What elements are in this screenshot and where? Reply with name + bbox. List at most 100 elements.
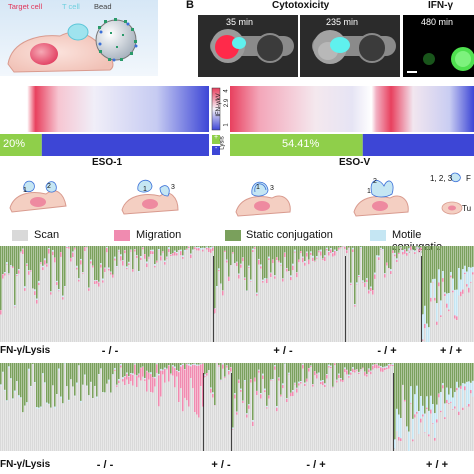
row1-bar-0-3-seg-1: [6, 262, 8, 264]
row1-bar-0-33-seg-1: [66, 246, 68, 247]
row2-bar-0-76-seg-2: [152, 377, 154, 393]
row2-bar-2-78-seg-0: [388, 363, 390, 364]
row1-bar-1-4-seg-0: [222, 246, 224, 291]
row1-bar-0-18-seg-0: [36, 246, 38, 299]
row1-bar-2-24-seg-0: [394, 246, 396, 253]
row2-bar-1-5-seg-0: [214, 363, 216, 406]
row2-bar-0-84-seg-0: [168, 363, 170, 366]
row1-bar-1-59-seg-0: [332, 246, 334, 252]
schematic-side-text: 1, 2, 3: [430, 174, 453, 183]
row1-bar-3-25-seg-2: [472, 272, 474, 275]
row1-bar-1-65-seg-1: [344, 246, 346, 247]
row2-bar-3-24-seg-0: [442, 363, 444, 384]
row2-bar-0-100-seg-2: [200, 364, 202, 387]
row2-bar-0-65-seg-0: [130, 363, 132, 374]
row2-bar-1-5-seg-3: [214, 406, 216, 451]
colorbar-tick-1: 1: [223, 123, 230, 127]
row2-bar-0-5-seg-1: [10, 378, 12, 380]
row1-bar-3-16-seg-2: [454, 315, 456, 319]
row1-bar-1-46-seg-3: [306, 256, 308, 342]
row1-bar-2-20-seg-3: [386, 265, 388, 342]
row2-bar-2-59-seg-0: [350, 363, 352, 372]
row2-bar-0-59-seg-0: [118, 363, 120, 380]
row2-bar-2-62-seg-2: [356, 369, 358, 371]
row1-bar-0-56-seg-0: [112, 246, 114, 275]
row2-bar-0-73-seg-3: [146, 391, 148, 451]
row1-bar-0-66-seg-2: [132, 269, 134, 272]
row1-bar-1-28-seg-3: [270, 277, 272, 342]
row2-bar-0-93-seg-2: [186, 364, 188, 401]
row2-bar-3-30-seg-2: [454, 406, 456, 409]
row1-bar-1-62-seg-3: [338, 249, 340, 342]
row1-bar-0-74-seg-3: [148, 258, 150, 342]
row1-bar-2-30-seg-3: [406, 255, 408, 342]
row2-bar-2-3-seg-1: [238, 379, 240, 381]
row2-bar-2-13-seg-2: [258, 370, 260, 373]
row1-bar-3-22-seg-2: [466, 284, 468, 287]
row1-bar-3-24-seg-2: [470, 281, 472, 283]
row2-bar-2-76-seg-2: [384, 367, 386, 371]
row1-bar-3-12-seg-1: [446, 293, 448, 304]
row2-bar-0-90-seg-3: [180, 388, 182, 451]
row1-bar-1-47-seg-0: [308, 246, 310, 260]
row1-bar-1-25-seg-1: [264, 278, 266, 280]
row1-bar-1-43-seg-3: [300, 253, 302, 342]
row2-bar-2-52-seg-2: [336, 380, 338, 383]
row2-bar-2-30-seg-2: [292, 391, 294, 396]
row2-bar-2-40-seg-3: [312, 386, 314, 451]
row1-bar-1-15-seg-3: [244, 280, 246, 342]
row2-bar-2-78-seg-1: [388, 363, 390, 366]
row1-group-label-1: + / -: [273, 345, 293, 357]
row1-bar-0-72-seg-3: [144, 258, 146, 342]
row1-bar-1-55-seg-3: [324, 261, 326, 342]
row1-bar-2-17-seg-2: [380, 249, 382, 251]
row2-bar-0-78-seg-1: [156, 363, 158, 365]
row1-bar-2-4-seg-1: [354, 304, 356, 306]
row1-bar-0-106-seg-0: [212, 246, 214, 247]
row1-bar-0-22-seg-3: [44, 264, 46, 342]
row2-bar-3-13-seg-3: [420, 422, 422, 451]
row1-bar-0-56-seg-2: [112, 274, 114, 278]
row2-bar-0-72-seg-0: [144, 363, 146, 379]
row1-bar-3-14-seg-2: [450, 275, 452, 278]
row1-bar-0-79-seg-0: [158, 246, 160, 250]
row1-bar-0-34-seg-3: [68, 248, 70, 342]
row2-bar-3-28-seg-3: [450, 402, 452, 451]
row1-bar-3-13-seg-2: [448, 309, 450, 312]
row1-bar-0-2-seg-0: [4, 246, 6, 273]
row1-bar-2-1-seg-0: [348, 246, 350, 248]
row1-bar-0-6-seg-2: [12, 266, 14, 269]
row2-bar-2-43-seg-3: [318, 373, 320, 451]
row1-bar-3-4-seg-0: [430, 246, 432, 283]
row1-bar-2-2-seg-3: [350, 285, 352, 342]
row1-bar-0-55-seg-2: [110, 272, 112, 275]
row2-bar-3-20-seg-0: [434, 363, 436, 414]
row2-bar-0-63-seg-3: [126, 379, 128, 451]
row2-bar-2-17-seg-0: [266, 363, 268, 406]
row1-bar-1-61-seg-3: [336, 252, 338, 342]
row2-bar-0-21-seg-1: [42, 373, 44, 375]
row1-bar-3-16-seg-1: [454, 289, 456, 316]
row1-bar-0-49-seg-3: [98, 286, 100, 342]
row1-bar-0-92-seg-0: [184, 246, 186, 250]
row2-bar-2-70-seg-2: [372, 365, 374, 370]
row1-bar-0-16-seg-0: [32, 246, 34, 289]
row2-bar-0-68-seg-1: [136, 375, 138, 377]
row2-bar-3-32-seg-0: [458, 363, 460, 388]
row1-bar-0-3-seg-0: [6, 246, 8, 263]
row1-bar-0-53-seg-2: [106, 247, 108, 253]
row1-bar-0-44-seg-3: [88, 290, 90, 342]
row2-bar-3-39-seg-0: [472, 363, 474, 381]
row2-bar-3-20-seg-3: [434, 440, 436, 451]
row1-bar-1-33-seg-3: [280, 265, 282, 342]
row2-bar-2-46-seg-3: [324, 387, 326, 451]
row1-bar-1-52-seg-3: [318, 252, 320, 342]
row2-bar-2-58-seg-0: [348, 363, 350, 375]
row1-bar-0-34-seg-0: [68, 246, 70, 247]
row1-bar-1-63-seg-2: [340, 247, 342, 249]
row2-bar-0-70-seg-3: [140, 380, 142, 451]
row2-bar-0-10-seg-0: [20, 363, 22, 398]
row2-bar-3-17-seg-2: [428, 434, 430, 437]
cytotoxicity-title: Cytotoxicity: [272, 0, 330, 11]
row1-bar-1-16-seg-0: [246, 246, 248, 291]
